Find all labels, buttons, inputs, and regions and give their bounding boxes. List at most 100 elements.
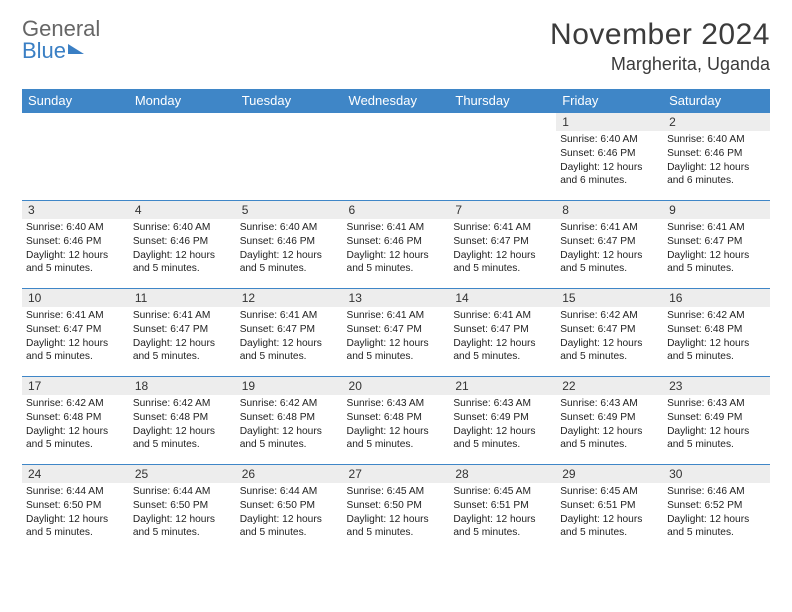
day-cell: 19Sunrise: 6:42 AMSunset: 6:48 PMDayligh… [236, 377, 343, 465]
day-details: Sunrise: 6:46 AMSunset: 6:52 PMDaylight:… [663, 483, 770, 542]
page-header: General Blue November 2024 Margherita, U… [22, 18, 770, 75]
day-number: 4 [129, 201, 236, 219]
day-details: Sunrise: 6:40 AMSunset: 6:46 PMDaylight:… [663, 131, 770, 190]
day-number: 1 [556, 113, 663, 131]
week-row: 17Sunrise: 6:42 AMSunset: 6:48 PMDayligh… [22, 377, 770, 465]
day-number: 24 [22, 465, 129, 483]
day-cell: 25Sunrise: 6:44 AMSunset: 6:50 PMDayligh… [129, 465, 236, 553]
day-details: Sunrise: 6:42 AMSunset: 6:48 PMDaylight:… [663, 307, 770, 366]
day-cell: 4Sunrise: 6:40 AMSunset: 6:46 PMDaylight… [129, 201, 236, 289]
day-cell: 5Sunrise: 6:40 AMSunset: 6:46 PMDaylight… [236, 201, 343, 289]
calendar-table: Sunday Monday Tuesday Wednesday Thursday… [22, 89, 770, 553]
day-details: Sunrise: 6:44 AMSunset: 6:50 PMDaylight:… [22, 483, 129, 542]
day-details: Sunrise: 6:40 AMSunset: 6:46 PMDaylight:… [129, 219, 236, 278]
location-label: Margherita, Uganda [550, 54, 770, 75]
day-cell: 30Sunrise: 6:46 AMSunset: 6:52 PMDayligh… [663, 465, 770, 553]
calendar-page: General Blue November 2024 Margherita, U… [0, 0, 792, 553]
day-cell: 20Sunrise: 6:43 AMSunset: 6:48 PMDayligh… [343, 377, 450, 465]
weekday-header: Wednesday [343, 89, 450, 113]
day-cell: 8Sunrise: 6:41 AMSunset: 6:47 PMDaylight… [556, 201, 663, 289]
day-details: Sunrise: 6:42 AMSunset: 6:48 PMDaylight:… [236, 395, 343, 454]
day-number: 3 [22, 201, 129, 219]
day-cell: 3Sunrise: 6:40 AMSunset: 6:46 PMDaylight… [22, 201, 129, 289]
day-details: Sunrise: 6:40 AMSunset: 6:46 PMDaylight:… [556, 131, 663, 190]
day-cell: 18Sunrise: 6:42 AMSunset: 6:48 PMDayligh… [129, 377, 236, 465]
day-number: 10 [22, 289, 129, 307]
day-number: 9 [663, 201, 770, 219]
day-cell: 2Sunrise: 6:40 AMSunset: 6:46 PMDaylight… [663, 113, 770, 201]
day-number: 22 [556, 377, 663, 395]
logo: General Blue [22, 18, 100, 62]
day-details: Sunrise: 6:41 AMSunset: 6:47 PMDaylight:… [129, 307, 236, 366]
day-number: 28 [449, 465, 556, 483]
logo-line1: General [22, 18, 100, 40]
day-cell: 1Sunrise: 6:40 AMSunset: 6:46 PMDaylight… [556, 113, 663, 201]
day-cell [449, 113, 556, 201]
day-cell: 6Sunrise: 6:41 AMSunset: 6:46 PMDaylight… [343, 201, 450, 289]
week-row: 24Sunrise: 6:44 AMSunset: 6:50 PMDayligh… [22, 465, 770, 553]
day-details: Sunrise: 6:42 AMSunset: 6:48 PMDaylight:… [129, 395, 236, 454]
day-details: Sunrise: 6:43 AMSunset: 6:49 PMDaylight:… [663, 395, 770, 454]
day-number: 20 [343, 377, 450, 395]
week-row: 1Sunrise: 6:40 AMSunset: 6:46 PMDaylight… [22, 113, 770, 201]
week-row: 10Sunrise: 6:41 AMSunset: 6:47 PMDayligh… [22, 289, 770, 377]
weekday-header: Sunday [22, 89, 129, 113]
day-cell: 22Sunrise: 6:43 AMSunset: 6:49 PMDayligh… [556, 377, 663, 465]
day-number: 27 [343, 465, 450, 483]
day-number: 29 [556, 465, 663, 483]
day-cell: 24Sunrise: 6:44 AMSunset: 6:50 PMDayligh… [22, 465, 129, 553]
day-cell: 15Sunrise: 6:42 AMSunset: 6:47 PMDayligh… [556, 289, 663, 377]
day-number: 30 [663, 465, 770, 483]
week-row: 3Sunrise: 6:40 AMSunset: 6:46 PMDaylight… [22, 201, 770, 289]
weekday-header: Friday [556, 89, 663, 113]
day-details: Sunrise: 6:40 AMSunset: 6:46 PMDaylight:… [22, 219, 129, 278]
day-number: 14 [449, 289, 556, 307]
day-details: Sunrise: 6:45 AMSunset: 6:50 PMDaylight:… [343, 483, 450, 542]
day-number: 8 [556, 201, 663, 219]
day-details: Sunrise: 6:41 AMSunset: 6:47 PMDaylight:… [343, 307, 450, 366]
day-details: Sunrise: 6:41 AMSunset: 6:47 PMDaylight:… [236, 307, 343, 366]
day-number: 25 [129, 465, 236, 483]
weekday-header: Monday [129, 89, 236, 113]
day-cell: 16Sunrise: 6:42 AMSunset: 6:48 PMDayligh… [663, 289, 770, 377]
day-cell [236, 113, 343, 201]
day-number: 16 [663, 289, 770, 307]
day-details: Sunrise: 6:43 AMSunset: 6:49 PMDaylight:… [556, 395, 663, 454]
weekday-header: Tuesday [236, 89, 343, 113]
day-details: Sunrise: 6:43 AMSunset: 6:48 PMDaylight:… [343, 395, 450, 454]
day-cell [343, 113, 450, 201]
day-details: Sunrise: 6:44 AMSunset: 6:50 PMDaylight:… [129, 483, 236, 542]
day-number: 26 [236, 465, 343, 483]
weekday-header: Saturday [663, 89, 770, 113]
day-details: Sunrise: 6:42 AMSunset: 6:48 PMDaylight:… [22, 395, 129, 454]
day-cell: 26Sunrise: 6:44 AMSunset: 6:50 PMDayligh… [236, 465, 343, 553]
day-details: Sunrise: 6:43 AMSunset: 6:49 PMDaylight:… [449, 395, 556, 454]
day-number: 5 [236, 201, 343, 219]
day-details: Sunrise: 6:41 AMSunset: 6:47 PMDaylight:… [449, 219, 556, 278]
day-cell: 14Sunrise: 6:41 AMSunset: 6:47 PMDayligh… [449, 289, 556, 377]
day-cell: 28Sunrise: 6:45 AMSunset: 6:51 PMDayligh… [449, 465, 556, 553]
day-details: Sunrise: 6:41 AMSunset: 6:47 PMDaylight:… [663, 219, 770, 278]
day-cell: 29Sunrise: 6:45 AMSunset: 6:51 PMDayligh… [556, 465, 663, 553]
day-cell: 27Sunrise: 6:45 AMSunset: 6:50 PMDayligh… [343, 465, 450, 553]
weekday-header: Thursday [449, 89, 556, 113]
month-title: November 2024 [550, 18, 770, 52]
day-details: Sunrise: 6:41 AMSunset: 6:47 PMDaylight:… [449, 307, 556, 366]
day-number: 21 [449, 377, 556, 395]
day-details: Sunrise: 6:45 AMSunset: 6:51 PMDaylight:… [556, 483, 663, 542]
calendar-body: 1Sunrise: 6:40 AMSunset: 6:46 PMDaylight… [22, 113, 770, 553]
logo-triangle-icon [68, 44, 84, 54]
day-cell: 13Sunrise: 6:41 AMSunset: 6:47 PMDayligh… [343, 289, 450, 377]
day-cell: 12Sunrise: 6:41 AMSunset: 6:47 PMDayligh… [236, 289, 343, 377]
day-cell [22, 113, 129, 201]
day-details: Sunrise: 6:42 AMSunset: 6:47 PMDaylight:… [556, 307, 663, 366]
day-details: Sunrise: 6:41 AMSunset: 6:47 PMDaylight:… [22, 307, 129, 366]
day-details: Sunrise: 6:45 AMSunset: 6:51 PMDaylight:… [449, 483, 556, 542]
day-cell: 21Sunrise: 6:43 AMSunset: 6:49 PMDayligh… [449, 377, 556, 465]
day-cell: 17Sunrise: 6:42 AMSunset: 6:48 PMDayligh… [22, 377, 129, 465]
day-number: 7 [449, 201, 556, 219]
title-block: November 2024 Margherita, Uganda [550, 18, 770, 75]
day-number: 18 [129, 377, 236, 395]
day-cell: 7Sunrise: 6:41 AMSunset: 6:47 PMDaylight… [449, 201, 556, 289]
day-cell: 11Sunrise: 6:41 AMSunset: 6:47 PMDayligh… [129, 289, 236, 377]
